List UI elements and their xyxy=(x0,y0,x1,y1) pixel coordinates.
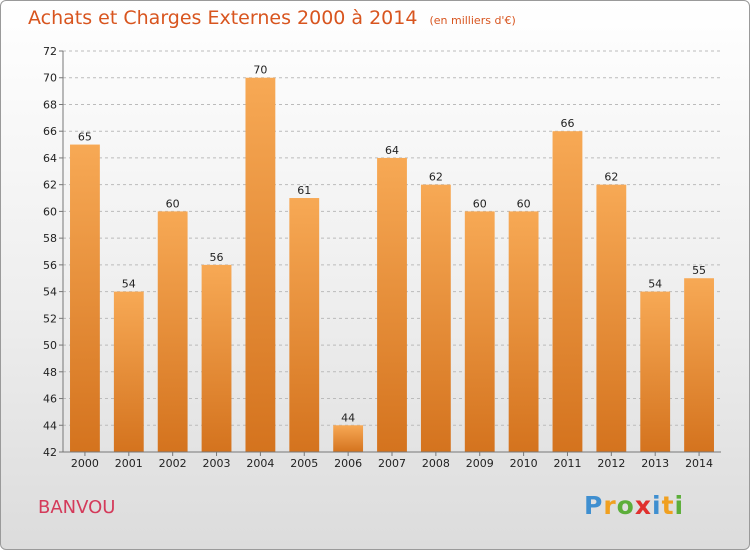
data-label-2013: 54 xyxy=(648,278,662,291)
data-label-2006: 44 xyxy=(341,411,355,424)
data-label-2003: 56 xyxy=(210,251,224,264)
y-tick-label: 44 xyxy=(43,419,57,432)
bar-2002 xyxy=(157,211,188,452)
x-tick-label-2011: 2011 xyxy=(553,457,581,470)
data-label-2004: 70 xyxy=(253,64,267,77)
brand-letter: P xyxy=(584,491,604,520)
x-tick-label-2010: 2010 xyxy=(510,457,538,470)
data-label-2009: 60 xyxy=(473,197,487,210)
y-tick-label: 54 xyxy=(43,286,57,299)
bar-2007 xyxy=(377,157,407,452)
bar-2011 xyxy=(552,131,583,452)
bar-2005 xyxy=(289,198,320,452)
data-label-2011: 66 xyxy=(560,117,574,130)
y-tick-label: 58 xyxy=(43,232,57,245)
x-tick-label-2008: 2008 xyxy=(422,457,450,470)
chart-subtitle: (en milliers d'€) xyxy=(429,14,516,27)
x-tick-label-2005: 2005 xyxy=(290,457,318,470)
bar-2006 xyxy=(333,425,364,452)
y-tick-label: 72 xyxy=(43,45,57,58)
data-label-2014: 55 xyxy=(692,264,706,277)
y-tick-label: 60 xyxy=(43,205,57,218)
bar-2001 xyxy=(113,291,144,452)
brand-letter: x xyxy=(634,491,652,520)
brand-letter: i xyxy=(674,491,685,520)
x-tick-label-2013: 2013 xyxy=(641,457,669,470)
y-tick-label: 64 xyxy=(43,152,57,165)
x-tick-label-2009: 2009 xyxy=(466,457,494,470)
y-tick-label: 66 xyxy=(43,125,57,138)
y-tick-label: 50 xyxy=(43,339,57,352)
y-tick-label: 52 xyxy=(43,312,57,325)
brand-letter: t xyxy=(661,491,675,520)
x-tick-label-2014: 2014 xyxy=(685,457,713,470)
x-tick-label-2002: 2002 xyxy=(159,457,187,470)
bar-2009 xyxy=(464,211,495,452)
y-tick-label: 70 xyxy=(43,72,57,85)
bar-2000 xyxy=(70,144,100,453)
brand-letter: i xyxy=(652,491,662,520)
brand-letter: o xyxy=(616,491,635,520)
y-tick-label: 62 xyxy=(43,179,57,192)
data-label-2008: 62 xyxy=(429,171,443,184)
y-tick-label: 56 xyxy=(43,259,57,272)
data-label-2000: 65 xyxy=(78,131,92,144)
x-tick-label-2007: 2007 xyxy=(378,457,406,470)
brand-letter: r xyxy=(603,491,617,520)
data-label-2001: 54 xyxy=(122,278,136,291)
y-tick-label: 48 xyxy=(43,366,57,379)
labels: 42 44 46 48 50 52 54 56 58 60 62 64 66 68 70 72 65 2000 54… xyxy=(43,45,713,470)
data-label-2012: 62 xyxy=(604,171,618,184)
brand-logo: Proxiti xyxy=(584,491,684,520)
x-tick-label-2003: 2003 xyxy=(203,457,231,470)
data-label-2002: 60 xyxy=(166,197,180,210)
x-tick-label-2006: 2006 xyxy=(334,457,362,470)
y-tick-label: 68 xyxy=(43,98,57,111)
bars xyxy=(70,77,714,453)
commune-name: BANVOU xyxy=(38,497,116,518)
x-tick-label-2001: 2001 xyxy=(115,457,143,470)
bar-2003 xyxy=(201,264,232,452)
bar-2014 xyxy=(684,278,714,452)
bar-2008 xyxy=(420,184,451,452)
bar-2010 xyxy=(508,211,539,452)
chart-title: Achats et Charges Externes 2000 à 2014 xyxy=(28,7,418,29)
y-tick-label: 46 xyxy=(43,393,57,406)
x-tick-label-2004: 2004 xyxy=(246,457,274,470)
bar-2012 xyxy=(596,184,627,452)
bar-2004 xyxy=(245,77,276,452)
data-label-2010: 60 xyxy=(517,197,531,210)
y-tick-label: 42 xyxy=(43,446,57,459)
data-label-2005: 61 xyxy=(297,184,311,197)
bar-2013 xyxy=(640,291,671,452)
axes xyxy=(59,50,721,456)
data-label-2007: 64 xyxy=(385,144,399,157)
title-row: Achats et Charges Externes 2000 à 2014 (… xyxy=(28,7,516,29)
x-tick-label-2012: 2012 xyxy=(597,457,625,470)
x-tick-label-2000: 2000 xyxy=(71,457,99,470)
